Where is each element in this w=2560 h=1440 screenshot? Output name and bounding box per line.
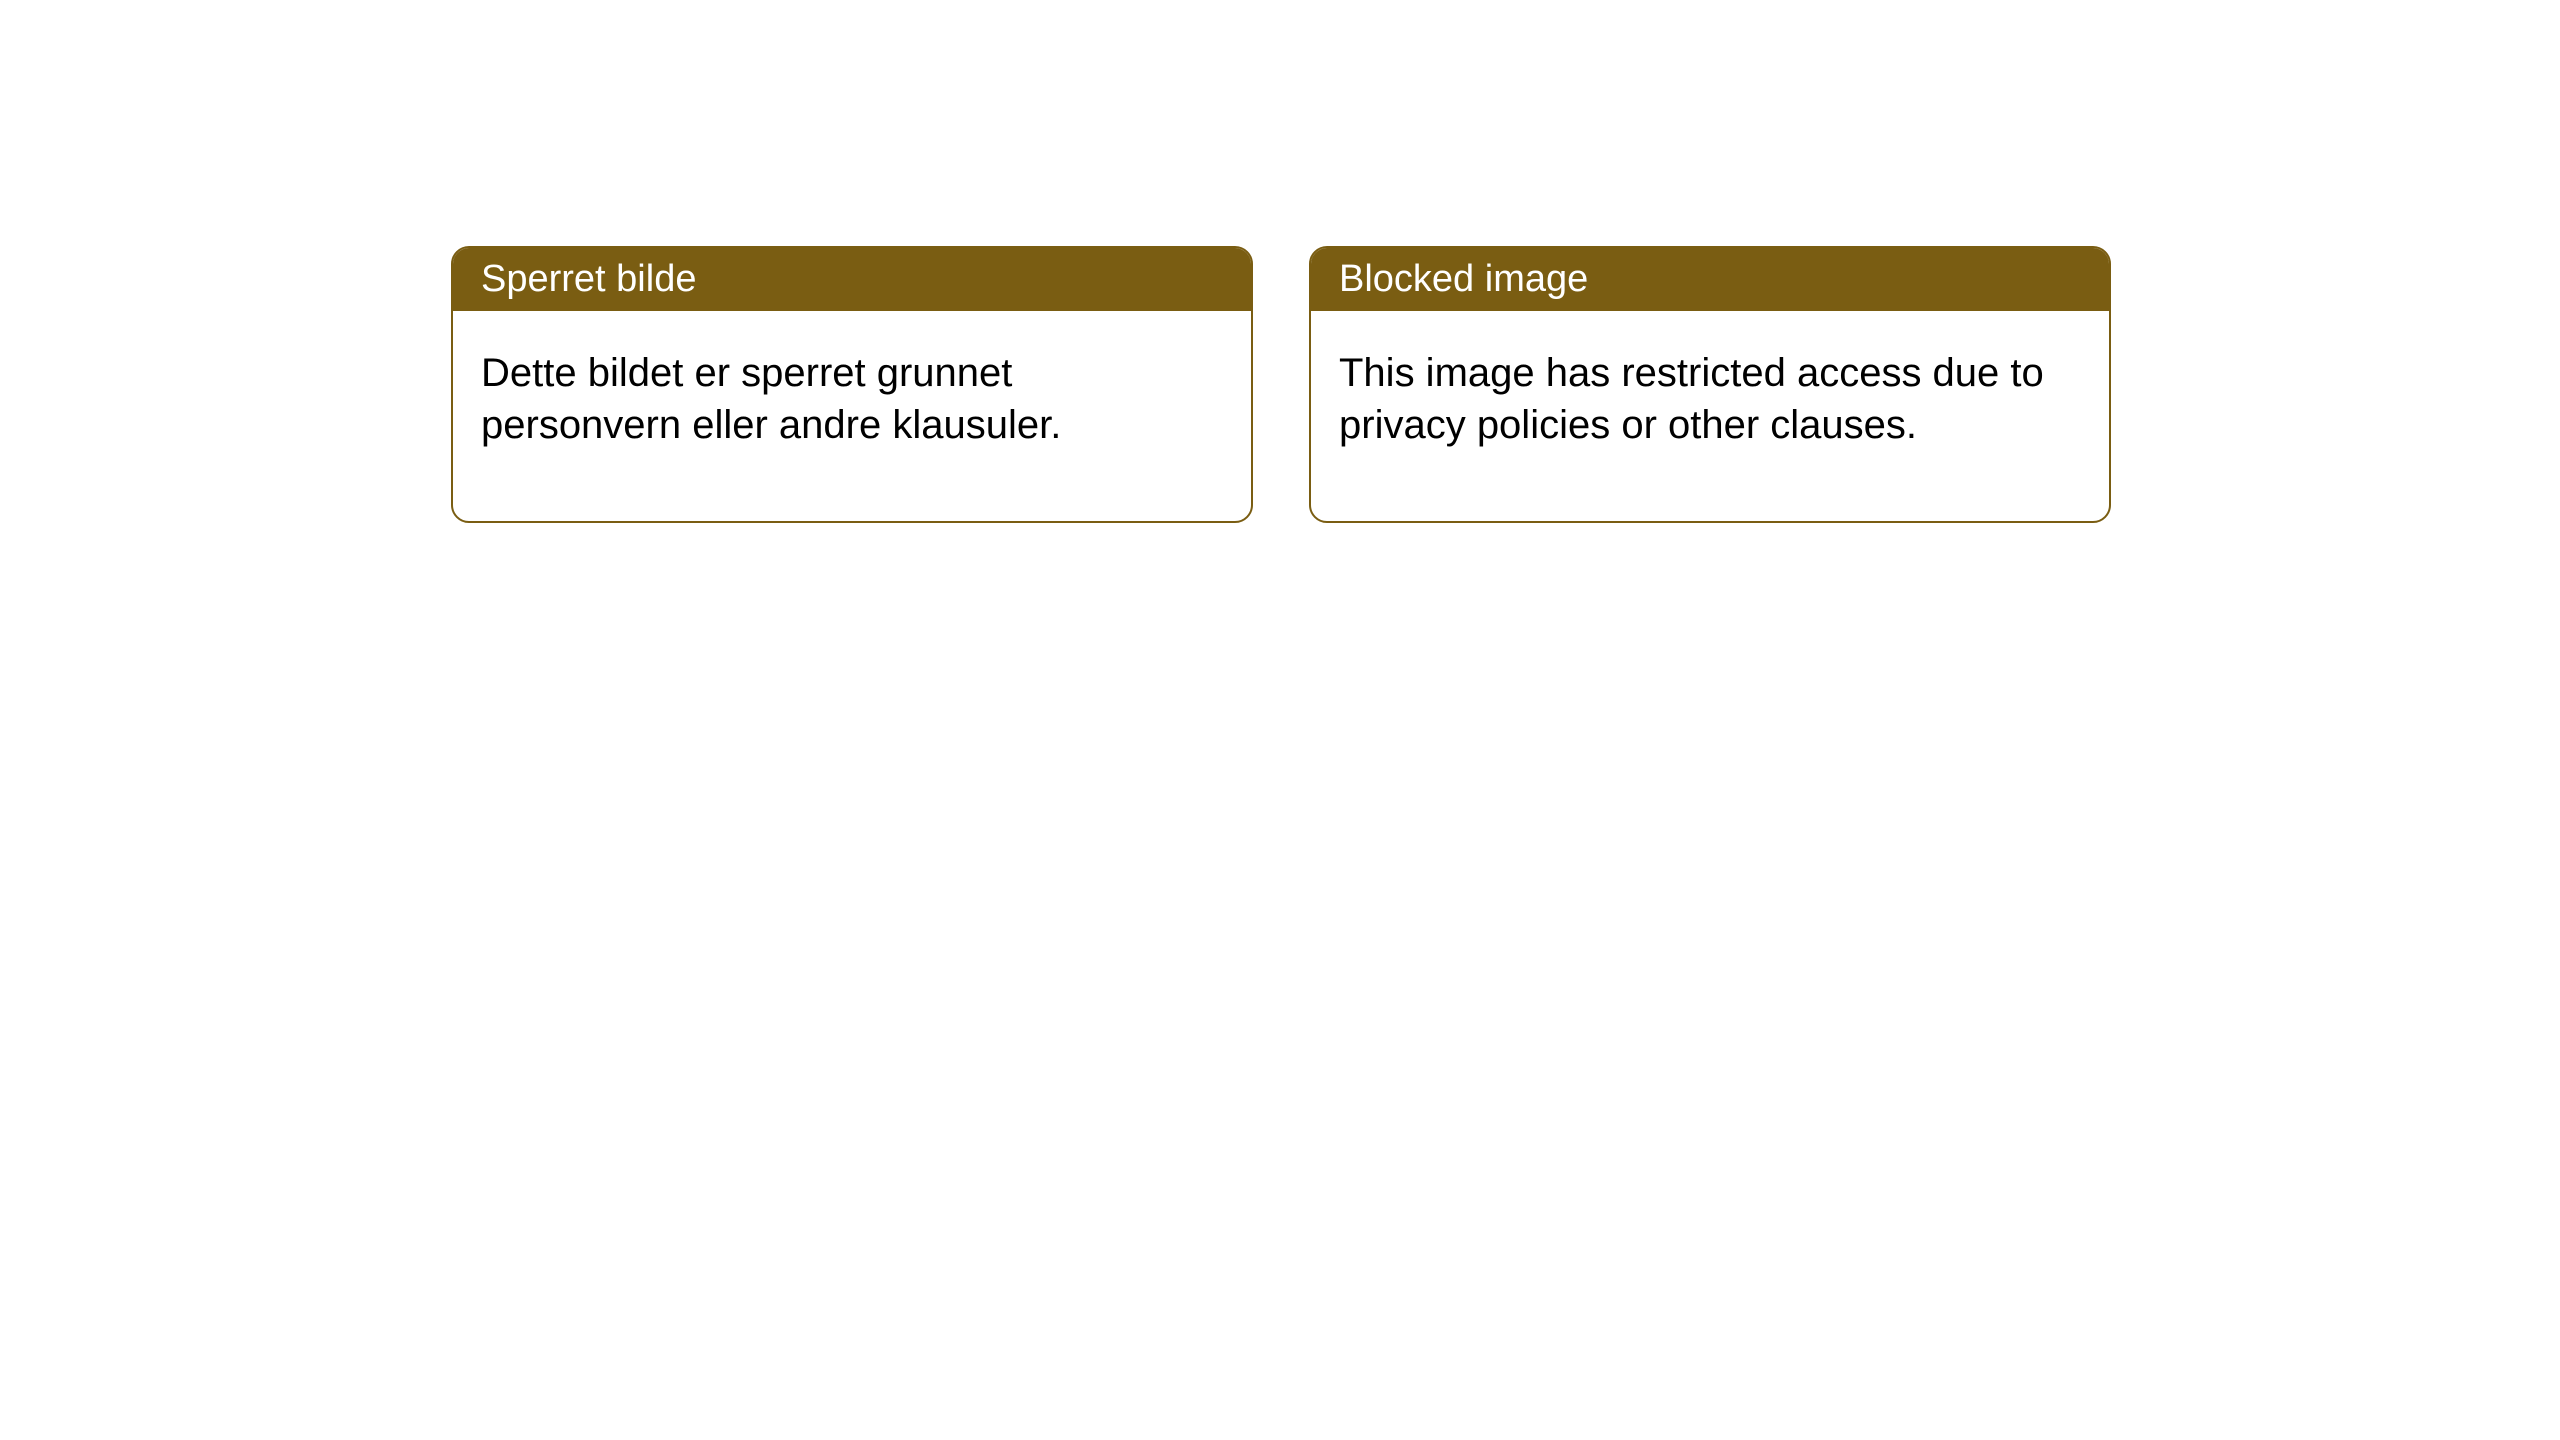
notice-container: Sperret bilde Dette bildet er sperret gr… — [451, 246, 2111, 523]
notice-body-no: Dette bildet er sperret grunnet personve… — [453, 311, 1251, 521]
notice-header-en: Blocked image — [1311, 248, 2109, 311]
notice-body-en: This image has restricted access due to … — [1311, 311, 2109, 521]
notice-card-en: Blocked image This image has restricted … — [1309, 246, 2111, 523]
notice-card-no: Sperret bilde Dette bildet er sperret gr… — [451, 246, 1253, 523]
notice-header-no: Sperret bilde — [453, 248, 1251, 311]
